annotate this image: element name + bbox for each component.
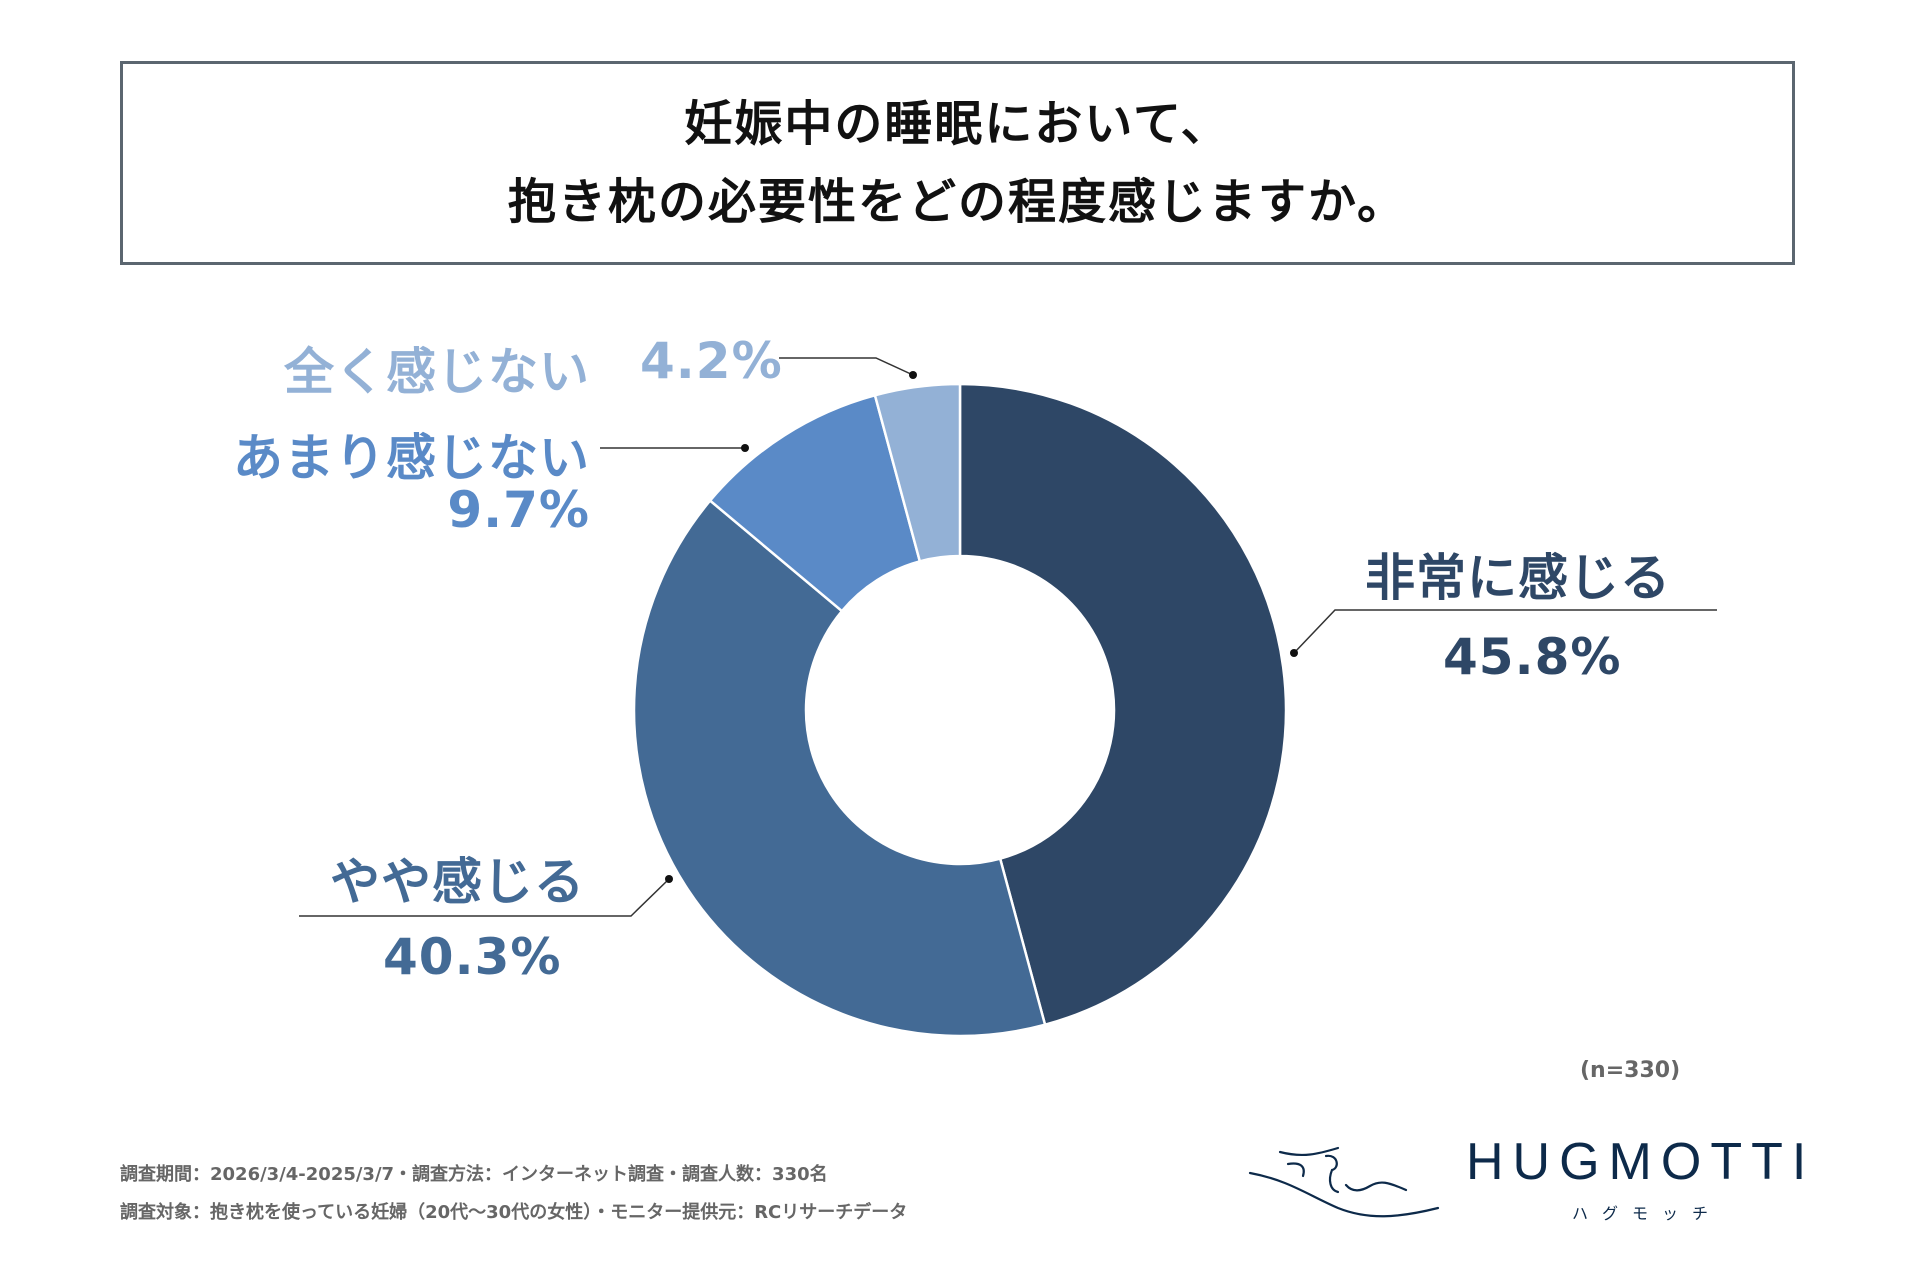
value-label-0: 45.8% [1443,628,1622,686]
donut-slice-0 [958,382,1288,1027]
category-label-0: 非常に感じる [1365,549,1671,607]
leader-dot-3 [909,371,917,379]
leader-line-0 [1293,609,1717,654]
logo-text: HUGMOTTI [1466,1133,1816,1191]
title-line-2: 抱き枕の必要性をどの程度感じますか。 [507,174,1408,230]
category-label-2: あまり感じない [233,429,590,487]
leader-line-3 [779,357,914,376]
logo-mark-icon [1248,1146,1440,1218]
value-label-2: 9.7% [447,481,590,539]
leader-dot-1 [665,875,673,883]
leader-dot-2 [741,444,749,452]
title-box: 妊娠中の睡眠において、 抱き枕の必要性をどの程度感じますか。 [120,61,1795,265]
donut-slice-3 [873,382,962,563]
footer-line-2: 調査対象：抱き枕を使っている妊婦（20代〜30代の女性）・モニター提供元：RCリ… [120,1202,908,1223]
footer-line-1: 調査期間：2026/3/4-2025/3/7・調査方法：インターネット調査・調査… [120,1164,828,1185]
title-line-1: 妊娠中の睡眠において、 [684,96,1231,152]
value-label-1: 40.3% [383,928,562,986]
logo-kana: ハグモッチ [1572,1204,1723,1223]
leader-dot-0 [1290,649,1298,657]
value-label-3: 4.2% [640,332,783,390]
category-label-3: 全く感じない [284,343,590,401]
category-label-1: やや感じる [330,853,585,911]
donut-slice-1 [632,498,1047,1038]
sample-size: (n=330) [1580,1058,1681,1083]
leader-line-1 [299,878,670,917]
